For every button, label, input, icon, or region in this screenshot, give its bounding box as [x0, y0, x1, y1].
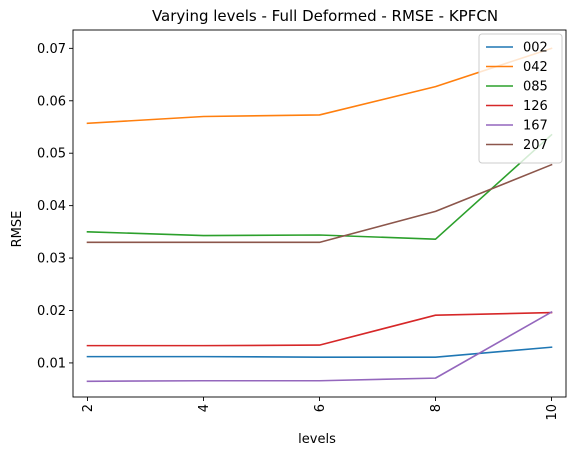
y-tick-label: 0.02	[37, 304, 66, 319]
x-axis-ticks: 2 4 6 8 10	[81, 397, 560, 421]
legend-label-207: 207	[523, 138, 548, 153]
legend-label-167: 167	[523, 119, 548, 134]
x-tick-label: 2	[81, 404, 96, 412]
y-tick-label: 0.04	[37, 199, 66, 214]
x-tick-label: 4	[197, 404, 212, 412]
y-tick-label: 0.05	[37, 147, 66, 162]
x-tick-label: 8	[429, 404, 444, 412]
series-line-207	[86, 163, 553, 244]
series-line-167	[86, 310, 553, 383]
y-tick-label: 0.06	[37, 94, 66, 109]
x-axis-label: levels	[298, 432, 336, 447]
legend-label-126: 126	[523, 99, 548, 114]
x-tick-label: 6	[313, 404, 328, 412]
legend-box	[478, 33, 563, 164]
x-tick-label: 10	[545, 404, 560, 421]
y-axis-label: RMSE	[10, 211, 25, 248]
series-line-002	[86, 346, 553, 358]
legend-label-042: 042	[523, 60, 548, 75]
y-tick-label: 0.07	[37, 42, 66, 57]
legend-label-002: 002	[523, 41, 548, 56]
y-tick-label: 0.03	[37, 252, 66, 267]
legend: 002 042 085 126 167 207	[478, 33, 563, 164]
chart-title: Varying levels - Full Deformed - RMSE - …	[152, 7, 498, 25]
y-tick-label: 0.01	[37, 356, 66, 371]
legend-label-085: 085	[523, 80, 548, 95]
series-line-085	[86, 133, 553, 240]
series-lines	[86, 47, 553, 383]
y-axis-ticks: 0.01 0.02 0.03 0.04 0.05 0.06 0.07	[37, 42, 73, 371]
series-line-042	[86, 47, 553, 125]
series-line-126	[86, 311, 553, 347]
